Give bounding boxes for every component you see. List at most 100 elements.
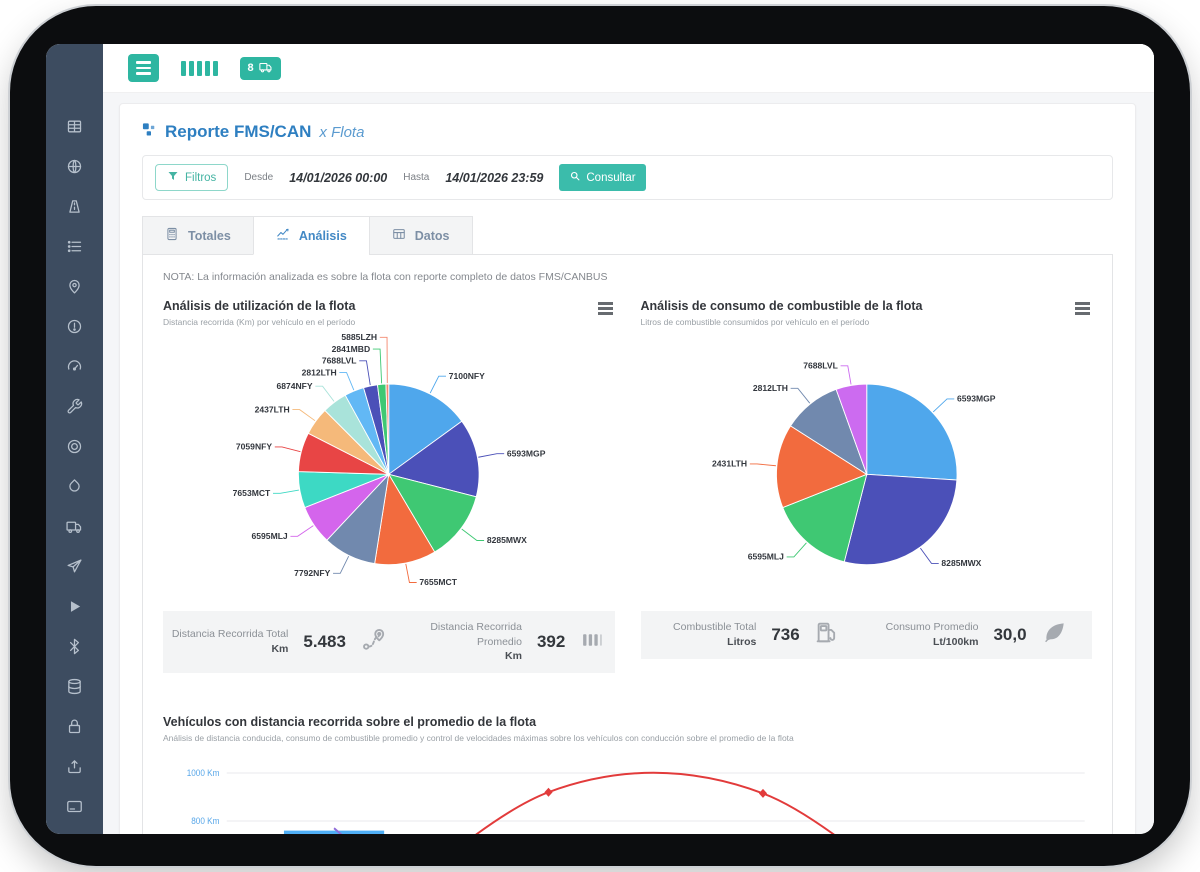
distance-bar-0[interactable] bbox=[283, 830, 385, 834]
pie-label: 2437LTH bbox=[255, 404, 290, 414]
stat-label: Distancia Recorrida Promedio Km bbox=[430, 621, 522, 663]
sidebar-nav bbox=[46, 44, 103, 834]
road-icon[interactable] bbox=[55, 186, 95, 226]
pie-label: 2841MBD bbox=[332, 344, 371, 354]
credit-card-icon[interactable] bbox=[55, 786, 95, 826]
database-icon[interactable] bbox=[55, 666, 95, 706]
fuel-pie-chart: 6593MGP 8285MWX 6595MLJ 2431LTH 2812LTH 7688L… bbox=[712, 360, 996, 568]
chart-subtitle: Distancia recorrida (Km) por vehículo en… bbox=[163, 317, 356, 327]
droplet-icon[interactable] bbox=[55, 466, 95, 506]
table-grid-icon[interactable] bbox=[55, 106, 95, 146]
distance-stats-band: Distancia Recorrida Total Km 5.483 Distanci… bbox=[163, 611, 615, 674]
speed-bars-icon bbox=[580, 627, 605, 657]
pie-label: 7059NFY bbox=[236, 442, 272, 452]
report-nodes-icon bbox=[142, 122, 157, 142]
chart-context-menu-icon[interactable] bbox=[1073, 299, 1092, 318]
fuel-pump-icon bbox=[815, 620, 840, 650]
app-main: 8 Reporte FMS/CAN x Flota bbox=[103, 44, 1154, 834]
pie-label: 2812LTH bbox=[302, 367, 337, 377]
utilization-chart-card: Análisis de utilización de la flota Dist… bbox=[163, 299, 615, 674]
pie-slice-6595MLJ[interactable] bbox=[781, 473, 867, 563]
fleet-count-badge[interactable]: 8 bbox=[239, 56, 281, 80]
tab-datos[interactable]: Datos bbox=[368, 216, 473, 255]
stat-speed-bars: Distancia Recorrida Promedio Km 392 bbox=[389, 620, 609, 664]
report-card: Reporte FMS/CAN x Flota Filtros Desde 14… bbox=[119, 103, 1136, 834]
pie-label: 6874NFY bbox=[276, 381, 312, 391]
leaf-icon bbox=[1042, 620, 1067, 650]
above-average-section: Vehículos con distancia recorrida sobre … bbox=[163, 715, 1092, 834]
pie-label: 7688LVL bbox=[803, 360, 838, 370]
globe-icon[interactable] bbox=[55, 146, 95, 186]
pie-label: 7792NFY bbox=[294, 568, 330, 578]
pie-label: 6595MLJ bbox=[252, 531, 288, 541]
desde-datetime-field[interactable]: 14/01/2026 00:00 bbox=[289, 170, 388, 185]
play-icon[interactable] bbox=[55, 586, 95, 626]
stat-leaf: Consumo Promedio Lt/100km 30,0 bbox=[866, 620, 1086, 650]
chart-title: Análisis de consumo de combustible de la… bbox=[640, 299, 923, 313]
truck-icon[interactable] bbox=[55, 506, 95, 546]
stat-value: 5.483 bbox=[303, 632, 346, 652]
line-marker[interactable] bbox=[758, 788, 768, 798]
lock-icon[interactable] bbox=[55, 706, 95, 746]
map-pin-icon[interactable] bbox=[55, 266, 95, 306]
pie-label: 7100NFY bbox=[449, 371, 485, 381]
pie-slice-7688LVL[interactable] bbox=[835, 383, 867, 475]
tab-analisis[interactable]: Análisis bbox=[252, 216, 369, 255]
truck-icon bbox=[258, 60, 273, 77]
pie-label-connector bbox=[290, 525, 314, 537]
pie-slice-6593MGP[interactable] bbox=[387, 420, 480, 498]
pie-slice-8285MWX[interactable] bbox=[843, 473, 957, 566]
pie-slice-7100NFY[interactable] bbox=[388, 383, 463, 476]
stat-fuel-pump: Combustible Total Litros 736 bbox=[647, 620, 867, 650]
list-icon[interactable] bbox=[55, 226, 95, 266]
desde-label: Desde bbox=[244, 172, 274, 183]
alert-circle-icon[interactable] bbox=[55, 306, 95, 346]
line-marker[interactable] bbox=[544, 787, 553, 797]
gauge-icon[interactable] bbox=[55, 346, 95, 386]
pie-label: 7655MCT bbox=[419, 577, 457, 587]
pie-slice-5885LZH[interactable] bbox=[385, 383, 390, 475]
tab-totales[interactable]: Totales bbox=[142, 216, 253, 255]
topbar: 8 bbox=[103, 44, 1154, 93]
pie-label: 2812LTH bbox=[752, 383, 787, 393]
pie-slice-6593MGP[interactable] bbox=[865, 383, 957, 481]
consultar-button[interactable]: Consultar bbox=[559, 164, 646, 191]
pie-label-connector bbox=[919, 547, 939, 564]
chart-context-menu-icon[interactable] bbox=[596, 299, 615, 318]
pie-slice-2431LTH[interactable] bbox=[775, 425, 868, 509]
pie-charts-row: Análisis de utilización de la flota Dist… bbox=[163, 299, 1092, 674]
pie-label: 2431LTH bbox=[712, 459, 747, 469]
chart-title: Análisis de utilización de la flota bbox=[163, 299, 356, 313]
pie-label-connector bbox=[372, 348, 383, 384]
pie-label: 6595MLJ bbox=[747, 552, 783, 562]
hasta-datetime-field[interactable]: 14/01/2026 23:59 bbox=[445, 170, 544, 185]
menu-toggle-button[interactable] bbox=[128, 54, 159, 82]
page-title: Reporte FMS/CAN bbox=[165, 122, 312, 141]
analysis-panel: NOTA: La información analizada es sobre … bbox=[142, 254, 1113, 834]
page-title-suffix: x Flota bbox=[319, 123, 365, 141]
upload-icon[interactable] bbox=[55, 746, 95, 786]
pie-label-connector bbox=[932, 398, 954, 413]
info-note: NOTA: La información analizada es sobre … bbox=[163, 271, 608, 283]
y-axis-tick-label: 800 Km bbox=[191, 816, 219, 826]
pie-label-connector bbox=[315, 385, 335, 402]
pie-slice-8285MWX[interactable] bbox=[387, 473, 477, 553]
fleet-count: 8 bbox=[247, 62, 254, 74]
filter-bar: Filtros Desde 14/01/2026 00:00 Hasta 14/… bbox=[142, 155, 1113, 200]
wrench-icon[interactable] bbox=[55, 386, 95, 426]
table-icon bbox=[392, 227, 406, 244]
send-icon[interactable] bbox=[55, 546, 95, 586]
pie-label-connector bbox=[292, 409, 316, 422]
utilization-pie-chart: 7100NFY 6593MGP 8285MWX 7655MCT 7792NFY 6595M… bbox=[233, 332, 546, 587]
report-tabs: Totales Análisis Datos bbox=[142, 216, 1113, 255]
bluetooth-icon[interactable] bbox=[55, 626, 95, 666]
filters-button[interactable]: Filtros bbox=[155, 164, 229, 191]
chart-title: Vehículos con distancia recorrida sobre … bbox=[163, 715, 537, 730]
target-icon[interactable] bbox=[55, 426, 95, 466]
pie-label: 8285MWX bbox=[941, 558, 981, 568]
pie-label: 8285MWX bbox=[487, 535, 527, 545]
y-axis-tick-label: 1000 Km bbox=[187, 768, 220, 778]
red-series-line[interactable] bbox=[334, 771, 977, 834]
